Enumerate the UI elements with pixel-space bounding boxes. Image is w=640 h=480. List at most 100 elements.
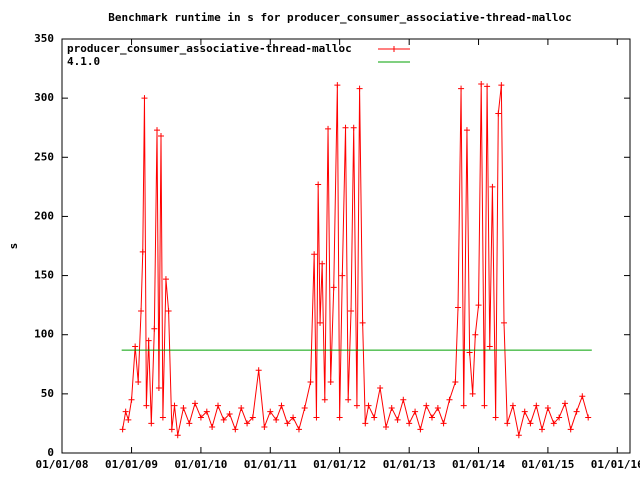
- point-marker: [162, 276, 169, 283]
- point-marker: [498, 82, 505, 89]
- point-marker: [501, 319, 508, 326]
- point-marker: [356, 85, 363, 92]
- point-marker: [359, 319, 366, 326]
- x-tick-label: 01/01/16: [591, 458, 640, 471]
- point-marker: [284, 420, 291, 427]
- point-marker: [504, 420, 511, 427]
- point-marker: [469, 390, 476, 397]
- point-marker: [290, 414, 297, 421]
- chart-title: Benchmark runtime in s for producer_cons…: [108, 11, 572, 24]
- point-marker: [394, 416, 401, 423]
- point-marker: [155, 384, 162, 391]
- point-marker: [371, 414, 378, 421]
- point-marker: [315, 181, 322, 188]
- point-marker: [345, 396, 352, 403]
- y-tick-label: 0: [47, 446, 54, 459]
- point-marker: [515, 432, 522, 439]
- point-marker: [342, 124, 349, 131]
- point-marker: [460, 402, 467, 409]
- point-marker: [509, 402, 516, 409]
- point-marker: [255, 367, 262, 374]
- point-marker: [481, 402, 488, 409]
- point-marker: [492, 414, 499, 421]
- y-tick-label: 50: [41, 387, 54, 400]
- point-marker: [339, 272, 346, 279]
- point-marker: [562, 400, 569, 407]
- point-marker: [472, 331, 479, 338]
- point-marker: [377, 384, 384, 391]
- point-marker: [434, 405, 441, 412]
- point-marker: [197, 414, 204, 421]
- x-tick-label: 01/01/14: [452, 458, 505, 471]
- point-marker: [186, 420, 193, 427]
- point-marker: [313, 414, 320, 421]
- point-marker: [446, 396, 453, 403]
- point-marker: [244, 420, 251, 427]
- point-marker: [336, 414, 343, 421]
- point-marker: [486, 343, 493, 350]
- legend-label: producer_consumer_associative-thread-mal…: [67, 42, 352, 55]
- point-marker: [458, 85, 465, 92]
- point-marker: [539, 426, 546, 433]
- point-marker: [388, 405, 395, 412]
- point-marker: [495, 110, 502, 117]
- legend-marker: [391, 46, 397, 52]
- point-marker: [165, 308, 172, 315]
- plot-border: [61, 38, 631, 454]
- point-marker: [319, 260, 326, 267]
- point-marker: [261, 423, 268, 430]
- point-marker: [267, 408, 274, 415]
- point-marker: [383, 423, 390, 430]
- point-marker: [475, 302, 482, 309]
- point-marker: [125, 416, 132, 423]
- point-marker: [330, 284, 337, 291]
- point-marker: [301, 405, 308, 412]
- x-tick-label: 01/01/13: [383, 458, 436, 471]
- point-marker: [168, 426, 175, 433]
- point-marker: [180, 405, 187, 412]
- point-marker: [317, 319, 324, 326]
- point-marker: [406, 420, 413, 427]
- point-marker: [365, 402, 372, 409]
- point-marker: [325, 125, 332, 132]
- y-tick-label: 150: [34, 269, 54, 282]
- point-marker: [238, 405, 245, 412]
- point-marker: [417, 426, 424, 433]
- point-marker: [423, 402, 430, 409]
- point-marker: [154, 127, 161, 134]
- x-tick-label: 01/01/15: [521, 458, 574, 471]
- point-marker: [141, 95, 148, 102]
- y-tick-label: 100: [34, 328, 54, 341]
- point-marker: [119, 426, 126, 433]
- point-marker: [440, 420, 447, 427]
- point-marker: [138, 308, 145, 315]
- point-marker: [579, 393, 586, 400]
- x-tick-label: 01/01/10: [174, 458, 227, 471]
- point-marker: [478, 80, 485, 87]
- y-tick-label: 200: [34, 209, 54, 222]
- point-marker: [484, 83, 491, 90]
- x-tick-label: 01/01/08: [36, 458, 89, 471]
- y-axis-label: s: [7, 243, 20, 250]
- point-marker: [232, 426, 239, 433]
- point-marker: [249, 414, 256, 421]
- point-marker: [452, 379, 459, 386]
- point-marker: [122, 408, 129, 415]
- point-marker: [174, 432, 181, 439]
- point-marker: [311, 251, 318, 258]
- point-marker: [158, 132, 165, 139]
- point-marker: [132, 343, 139, 350]
- point-marker: [573, 408, 580, 415]
- point-marker: [192, 400, 199, 407]
- x-tick-label: 01/01/12: [313, 458, 366, 471]
- point-marker: [334, 82, 341, 89]
- x-tick-label: 01/01/11: [244, 458, 297, 471]
- point-marker: [463, 127, 470, 134]
- point-marker: [220, 416, 227, 423]
- point-marker: [455, 304, 462, 311]
- point-marker: [556, 414, 563, 421]
- point-marker: [428, 414, 435, 421]
- point-marker: [489, 183, 496, 190]
